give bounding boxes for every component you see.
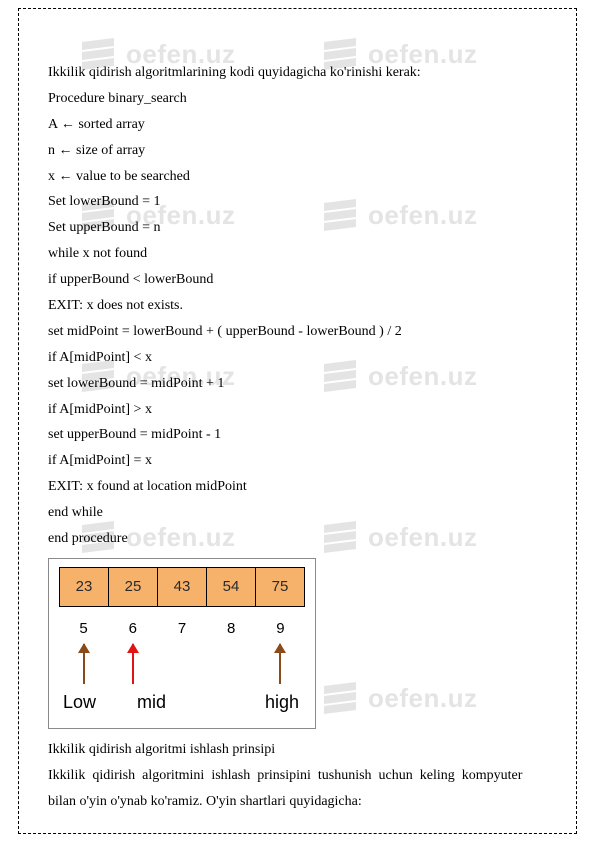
index-label: 8 <box>207 615 256 643</box>
code-line: set midPoint = lowerBound + ( upperBound… <box>48 319 547 345</box>
code-line: n ← size of array <box>48 138 547 164</box>
code-line: set lowerBound = midPoint + 1 <box>48 371 547 397</box>
array-cell: 23 <box>60 568 109 606</box>
high-label: high <box>181 686 305 719</box>
code-line: end while <box>48 500 547 526</box>
arrows-row <box>59 644 305 684</box>
array-cell: 54 <box>207 568 256 606</box>
code-line: if A[midPoint] > x <box>48 397 547 423</box>
arrow-slot <box>59 644 108 684</box>
arrow-up-icon <box>279 644 281 684</box>
code-line: end procedure <box>48 526 547 552</box>
arrow-up-icon <box>132 644 134 684</box>
code-line: x ← value to be searched <box>48 164 547 190</box>
body-text: bilan o'yin o'ynab ko'ramiz. O'yin shart… <box>48 789 547 815</box>
code-line: Set lowerBound = 1 <box>48 189 547 215</box>
arrow-slot <box>256 644 305 684</box>
mid-label: mid <box>122 686 181 719</box>
code-line: Procedure binary_search <box>48 86 547 112</box>
code-line: Set upperBound = n <box>48 215 547 241</box>
array-cell: 75 <box>256 568 304 606</box>
arrow-up-icon <box>83 644 85 684</box>
low-label: Low <box>59 686 122 719</box>
code-line: EXIT: x found at location midPoint <box>48 474 547 500</box>
arrow-slot <box>207 644 256 684</box>
index-label: 5 <box>59 615 108 643</box>
index-label: 9 <box>256 615 305 643</box>
index-label: 6 <box>108 615 157 643</box>
code-line: if A[midPoint] < x <box>48 345 547 371</box>
section-title: Ikkilik qidirish algoritmi ishlash prins… <box>48 737 547 763</box>
code-line: if upperBound < lowerBound <box>48 267 547 293</box>
body-text: Ikkilik qidirish algoritmini ishlash pri… <box>48 763 547 789</box>
main-content: Ikkilik qidirish algoritmlarining kodi q… <box>0 0 595 844</box>
index-label: 7 <box>157 615 206 643</box>
index-row: 5 6 7 8 9 <box>59 615 305 643</box>
code-line: while x not found <box>48 241 547 267</box>
arrow-slot <box>108 644 157 684</box>
array-cell: 43 <box>158 568 207 606</box>
code-line: EXIT: x does not exists. <box>48 293 547 319</box>
pointer-labels-row: Low mid high <box>59 686 305 719</box>
intro-line: Ikkilik qidirish algoritmlarining kodi q… <box>48 60 547 86</box>
binary-search-diagram: 23 25 43 54 75 5 6 7 8 9 Low mid high <box>48 558 316 729</box>
array-cell: 25 <box>109 568 158 606</box>
code-line: if A[midPoint] = x <box>48 448 547 474</box>
array-cells-row: 23 25 43 54 75 <box>59 567 305 607</box>
arrow-slot <box>157 644 206 684</box>
code-line: A ← sorted array <box>48 112 547 138</box>
code-line: set upperBound = midPoint - 1 <box>48 422 547 448</box>
